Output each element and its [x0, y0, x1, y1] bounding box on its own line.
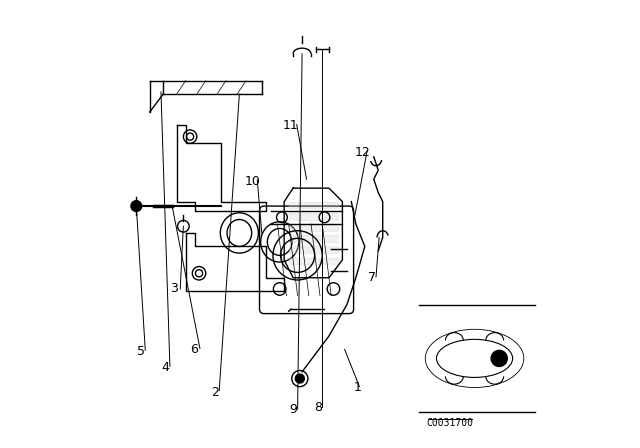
- Text: 2: 2: [211, 385, 219, 399]
- FancyBboxPatch shape: [260, 206, 353, 314]
- Text: 5: 5: [137, 345, 145, 358]
- Circle shape: [296, 374, 305, 383]
- Text: 7: 7: [367, 271, 376, 284]
- Circle shape: [491, 350, 508, 366]
- Text: 1: 1: [354, 381, 362, 394]
- Text: C0031700: C0031700: [426, 418, 474, 428]
- Text: 8: 8: [314, 401, 322, 414]
- Text: 12: 12: [355, 146, 371, 159]
- Text: 6: 6: [191, 343, 198, 356]
- Circle shape: [131, 201, 141, 211]
- Text: 10: 10: [245, 175, 260, 188]
- Text: 11: 11: [283, 119, 299, 132]
- Text: 3: 3: [170, 282, 179, 296]
- Text: 9: 9: [289, 403, 297, 417]
- Text: 4: 4: [161, 361, 170, 374]
